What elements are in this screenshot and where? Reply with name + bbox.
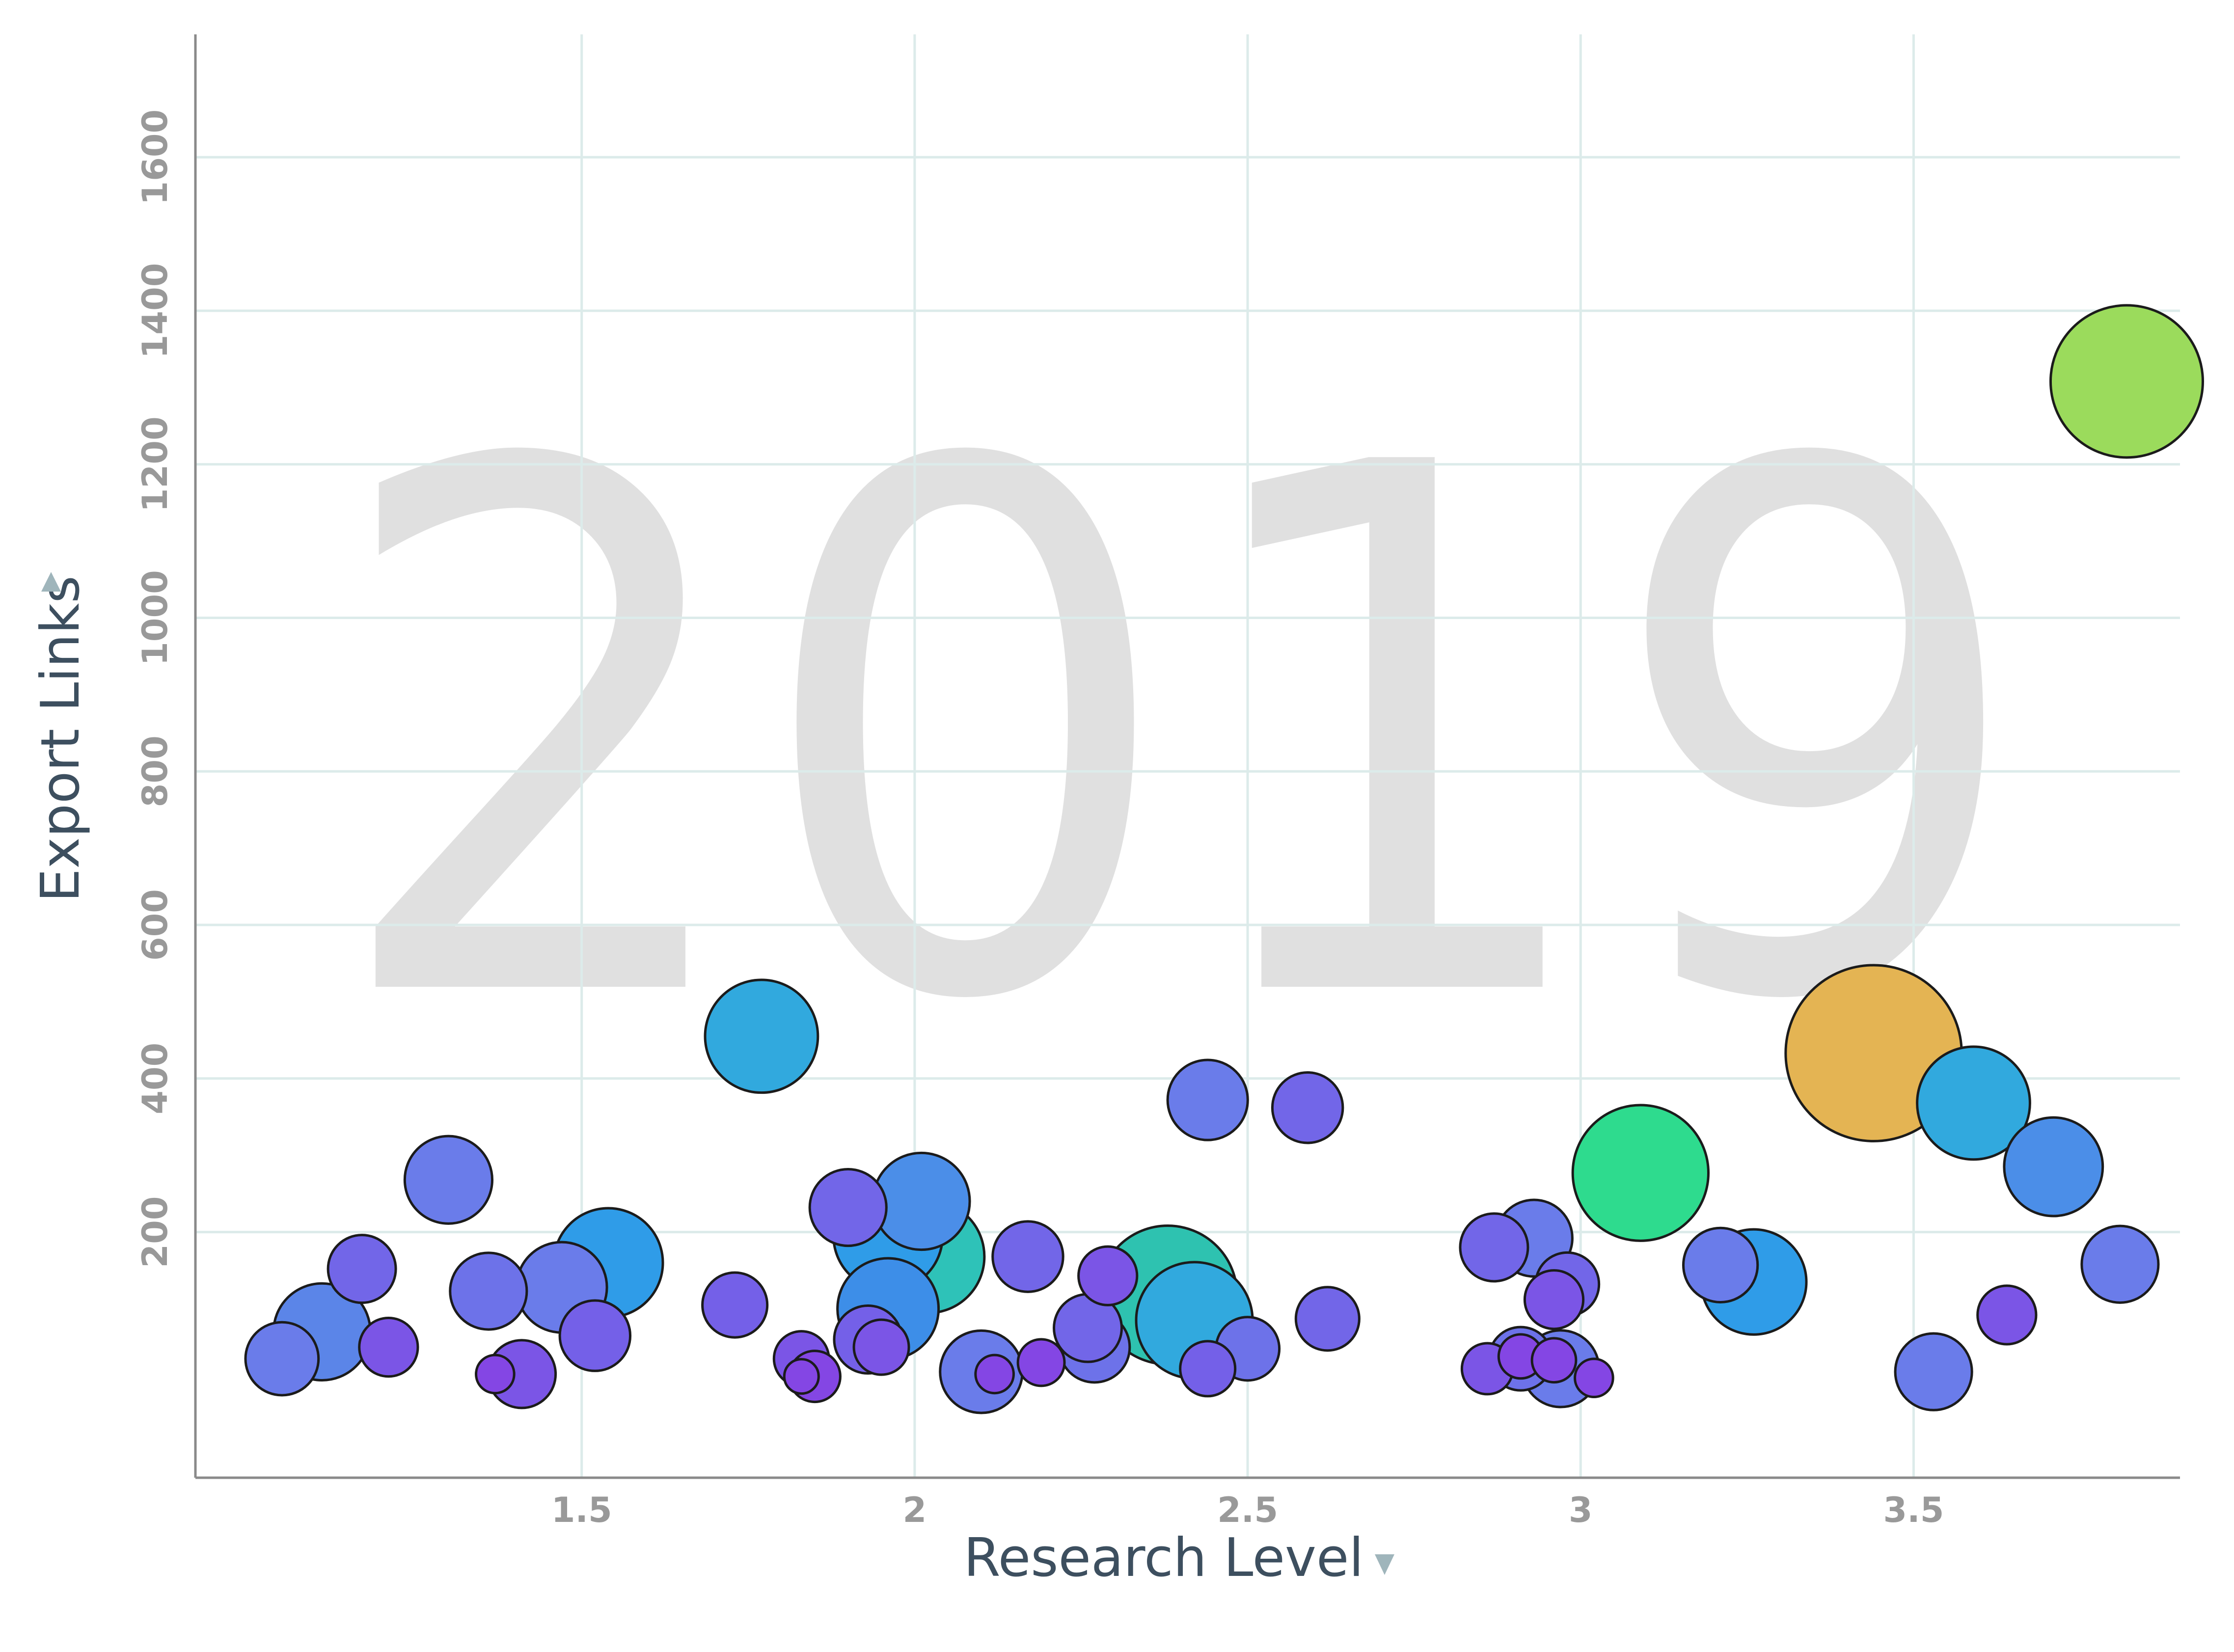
bubble-point[interactable] [852, 1318, 910, 1376]
bubble-point[interactable] [403, 1135, 494, 1225]
bubble-point[interactable] [475, 1354, 516, 1395]
bubble-point[interactable] [704, 978, 819, 1094]
grid [195, 34, 2180, 1478]
bubble-point[interactable] [808, 1167, 888, 1247]
bubble-point[interactable] [991, 1220, 1064, 1293]
bubble-point[interactable] [1571, 1104, 1710, 1242]
bubbles[interactable] [244, 304, 2205, 1414]
y-tick-label: 800 [135, 735, 175, 807]
x-axis-title[interactable]: Research Level [964, 1527, 1364, 1589]
year-watermark: 2019 [327, 313, 2030, 1159]
bubble-point[interactable] [1166, 1058, 1249, 1141]
y-axis-dropdown-icon[interactable] [41, 572, 61, 592]
bubble-point[interactable] [1976, 1284, 2038, 1346]
y-axis-title-group[interactable]: Export Links [30, 572, 91, 902]
bubble-point[interactable] [701, 1271, 769, 1339]
bubble-point[interactable] [1916, 1045, 2031, 1161]
bubble-point[interactable] [1294, 1286, 1361, 1352]
y-axis-ticks: 200 400 600 800 1000 1200 1400 1600 [135, 109, 175, 1268]
bubble-point[interactable] [1530, 1337, 1578, 1384]
bubble-point[interactable] [872, 1151, 971, 1251]
bubble-point[interactable] [449, 1251, 528, 1331]
bubble-point[interactable] [1894, 1332, 1973, 1411]
bubble-point[interactable] [974, 1354, 1015, 1395]
bubble-point[interactable] [558, 1299, 632, 1372]
bubble-point[interactable] [783, 1358, 820, 1395]
x-axis-ticks: 1.5 2 2.5 3 3.5 [551, 1490, 1944, 1530]
bubble-point[interactable] [2049, 304, 2205, 459]
x-tick-label: 2 [903, 1490, 927, 1530]
bubble-point[interactable] [1179, 1340, 1237, 1398]
x-tick-label: 3.5 [1883, 1490, 1944, 1530]
y-axis-title[interactable]: Export Links [30, 575, 91, 902]
bubble-point[interactable] [244, 1321, 320, 1397]
x-axis-title-group[interactable]: Research Level [964, 1527, 1394, 1589]
bubble-point[interactable] [1574, 1357, 1614, 1399]
y-tick-label: 1000 [135, 570, 175, 666]
x-tick-label: 3 [1569, 1490, 1593, 1530]
bubble-point[interactable] [1459, 1212, 1529, 1283]
y-tick-label: 1200 [135, 416, 175, 512]
x-axis-dropdown-icon[interactable] [1375, 1554, 1394, 1575]
x-tick-label: 1.5 [551, 1490, 612, 1530]
bubble-point[interactable] [2003, 1116, 2104, 1218]
y-tick-label: 600 [135, 889, 175, 961]
bubble-point[interactable] [1523, 1269, 1585, 1330]
bubble-point[interactable] [358, 1317, 419, 1378]
x-tick-label: 2.5 [1217, 1490, 1278, 1530]
y-tick-label: 1400 [135, 263, 175, 359]
bubble-point[interactable] [327, 1234, 397, 1304]
y-tick-label: 200 [135, 1196, 175, 1268]
axes [194, 34, 2180, 1479]
bubble-point[interactable] [1077, 1245, 1139, 1306]
bubble-point[interactable] [1682, 1226, 1759, 1303]
bubble-point[interactable] [2080, 1224, 2160, 1304]
y-tick-label: 1600 [135, 109, 175, 205]
bubble-point[interactable] [1271, 1071, 1344, 1144]
bubble-point[interactable] [1016, 1338, 1066, 1387]
y-tick-label: 400 [135, 1043, 175, 1114]
